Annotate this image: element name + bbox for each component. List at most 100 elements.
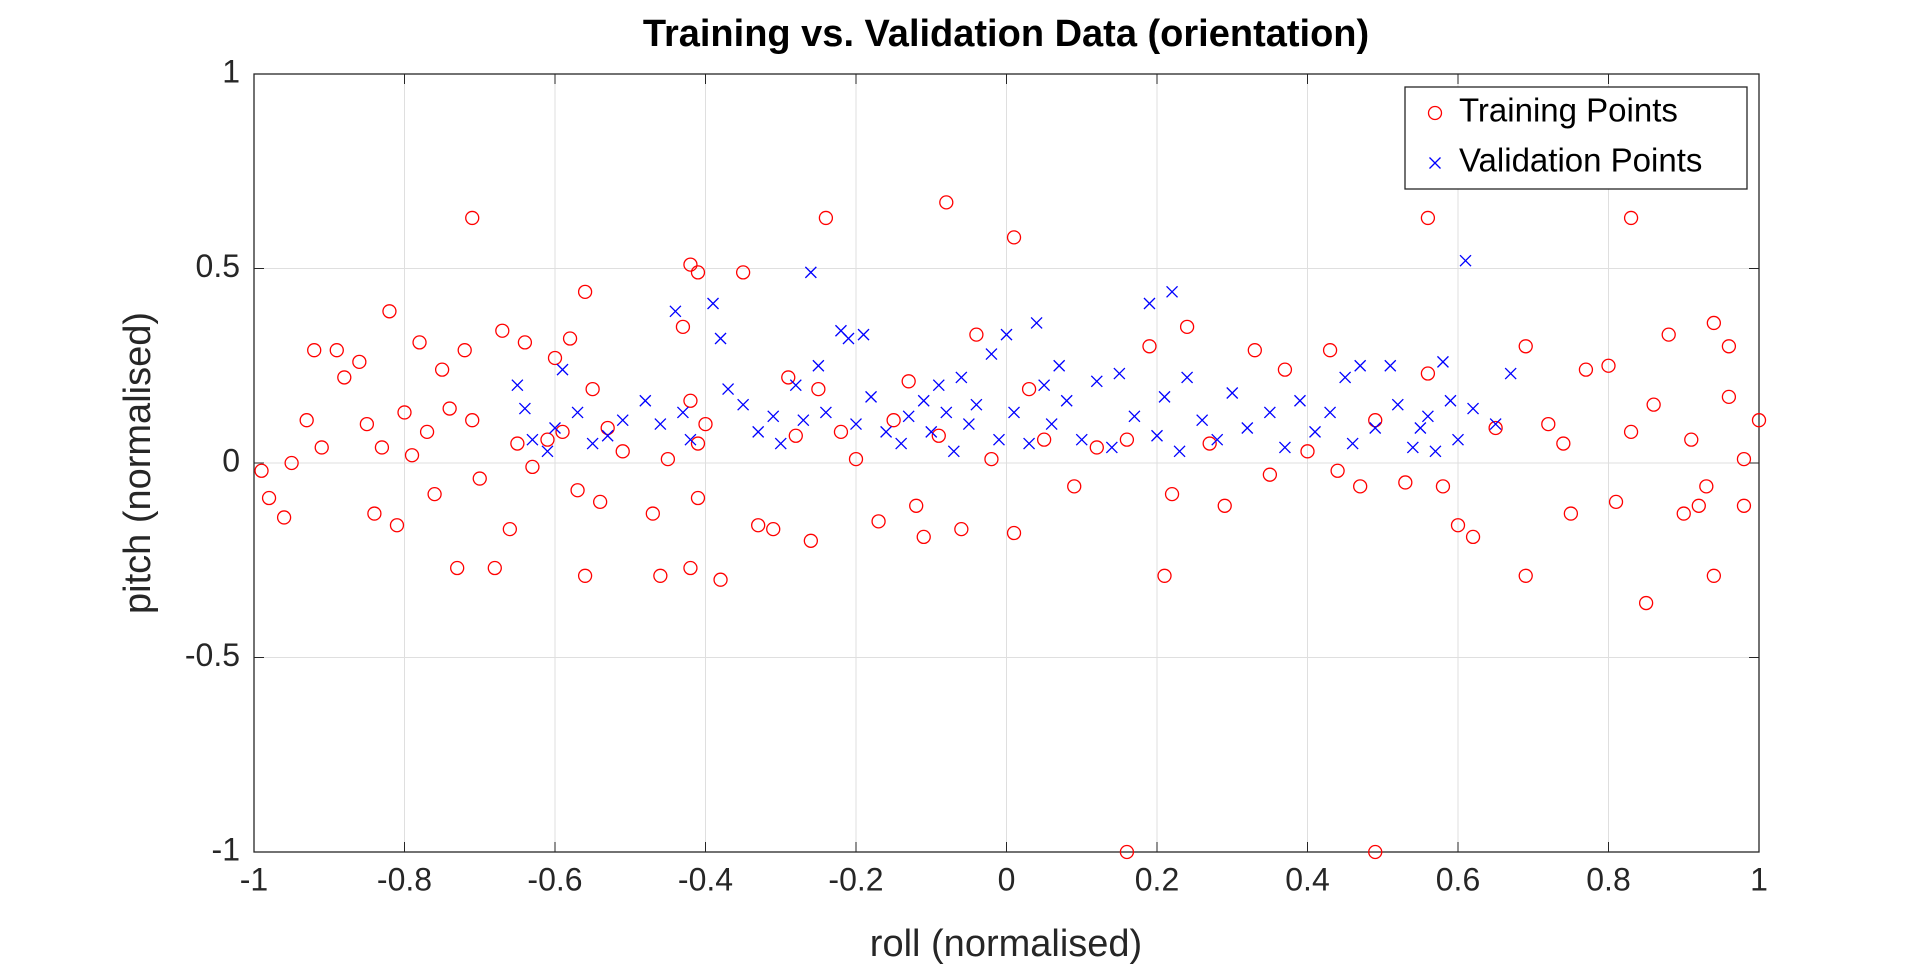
data-point xyxy=(789,379,802,392)
data-point xyxy=(1142,339,1157,354)
data-point xyxy=(1036,432,1052,447)
series-1 xyxy=(511,254,1517,458)
data-point xyxy=(549,422,561,434)
data-point xyxy=(1164,486,1180,502)
data-point xyxy=(932,379,945,392)
data-point xyxy=(577,568,593,583)
data-point xyxy=(1324,406,1337,419)
data-point xyxy=(562,331,578,346)
data-point xyxy=(1309,425,1321,438)
data-point xyxy=(510,436,525,451)
data-point xyxy=(1420,210,1436,226)
data-point xyxy=(1467,402,1480,415)
data-point xyxy=(1089,440,1104,455)
data-point xyxy=(1322,343,1338,358)
data-point xyxy=(1518,568,1533,583)
data-point xyxy=(525,459,540,475)
data-point xyxy=(511,379,524,392)
data-point xyxy=(374,440,390,455)
data-point xyxy=(909,498,924,513)
data-point xyxy=(1638,595,1654,611)
data-point xyxy=(940,406,953,419)
data-point xyxy=(1736,498,1752,513)
data-point xyxy=(1518,339,1533,354)
x-tick-label: 0.2 xyxy=(1135,861,1179,897)
data-point xyxy=(1119,844,1135,860)
data-point xyxy=(752,425,765,438)
data-point xyxy=(985,348,998,361)
data-point xyxy=(526,433,539,446)
data-point xyxy=(1504,367,1517,380)
data-point xyxy=(797,414,810,427)
data-point xyxy=(931,428,946,443)
data-point xyxy=(683,257,698,272)
data-point xyxy=(714,332,727,345)
data-point xyxy=(653,568,668,583)
data-point xyxy=(925,425,938,438)
data-point xyxy=(556,363,569,376)
data-point xyxy=(1556,436,1571,451)
legend-marker xyxy=(1429,157,1441,169)
data-point xyxy=(1369,422,1382,434)
data-point xyxy=(916,529,931,545)
data-point xyxy=(969,327,984,342)
data-point xyxy=(766,521,781,537)
data-point xyxy=(261,490,277,506)
data-point xyxy=(585,381,600,397)
x-tick-label: 0.8 xyxy=(1586,861,1630,897)
data-point xyxy=(1196,414,1209,427)
data-point xyxy=(1128,410,1141,423)
data-point xyxy=(1008,406,1020,419)
data-point xyxy=(1368,844,1383,860)
data-point xyxy=(698,416,713,432)
data-point xyxy=(690,490,706,506)
data-point xyxy=(465,210,480,226)
data-point xyxy=(1353,479,1368,494)
data-point xyxy=(857,328,870,341)
data-point xyxy=(1075,433,1088,446)
data-point xyxy=(352,354,367,370)
data-point xyxy=(1090,375,1103,388)
data-point xyxy=(1060,394,1073,407)
data-point xyxy=(1623,424,1639,440)
data-point xyxy=(737,398,750,411)
data-point xyxy=(690,265,706,280)
data-point xyxy=(1006,525,1022,541)
data-point xyxy=(1067,479,1082,494)
data-point xyxy=(254,463,269,478)
data-point xyxy=(1489,418,1502,431)
data-point xyxy=(495,323,510,338)
data-point xyxy=(865,390,878,403)
data-point xyxy=(713,572,728,587)
data-point xyxy=(359,416,375,432)
data-point xyxy=(880,425,893,438)
data-point xyxy=(419,424,435,440)
data-point xyxy=(1354,359,1367,372)
data-point xyxy=(690,436,706,451)
data-point xyxy=(1105,441,1118,454)
data-point xyxy=(1339,371,1352,384)
x-tick-label: 0 xyxy=(998,861,1016,897)
y-tick-label: 0.5 xyxy=(196,248,240,284)
data-point xyxy=(472,471,487,486)
x-tick-label: -0.4 xyxy=(678,861,733,897)
data-point xyxy=(1601,358,1616,373)
data-point xyxy=(1578,362,1594,377)
x-tick-label: -0.2 xyxy=(828,861,883,897)
data-point xyxy=(1751,413,1767,428)
data-point xyxy=(329,343,344,358)
data-point xyxy=(1684,432,1699,447)
data-point xyxy=(947,445,960,458)
data-point xyxy=(1300,444,1315,459)
axes-box xyxy=(253,73,1760,853)
data-point xyxy=(299,413,314,428)
data-point xyxy=(1699,479,1714,494)
data-point xyxy=(871,514,886,529)
data-point xyxy=(1721,389,1737,405)
data-point xyxy=(1488,420,1503,436)
data-point xyxy=(1277,362,1293,377)
legend-label: Validation Points xyxy=(1459,142,1702,179)
legend: Training Points Validation Points xyxy=(1404,86,1748,190)
